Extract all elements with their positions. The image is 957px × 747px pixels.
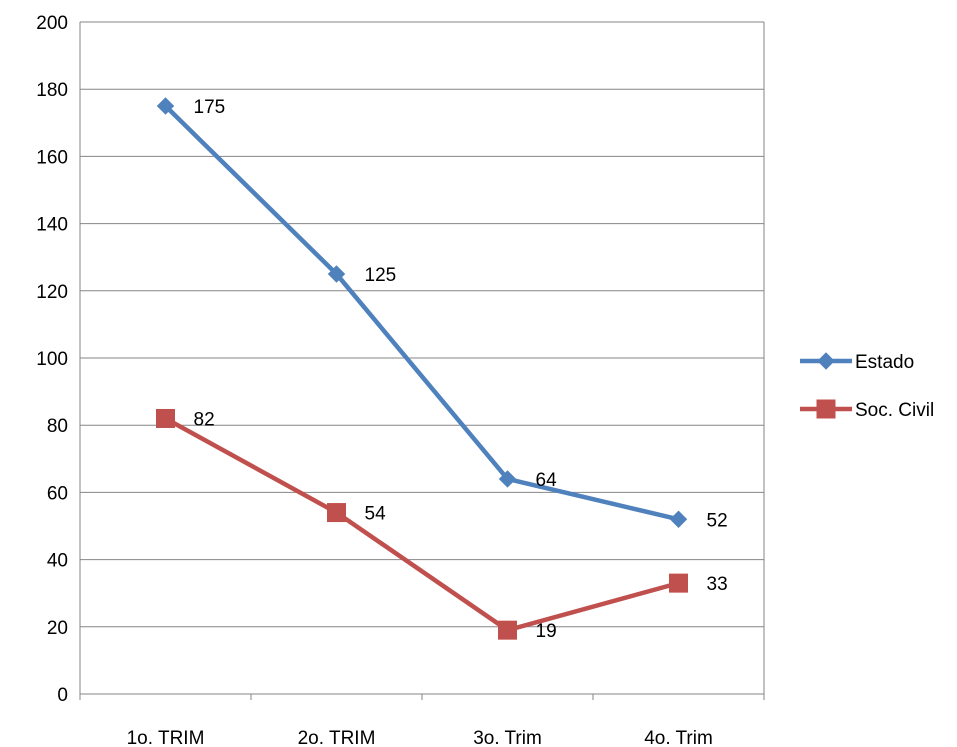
legend-marker-soc-civil — [816, 399, 836, 419]
data-label-estado: 64 — [536, 470, 558, 491]
y-tick-label: 60 — [47, 483, 68, 504]
data-label-soc-civil: 33 — [707, 574, 728, 595]
y-axis-tick-labels: 0 20 40 60 80 100 120 140 160 180 200 — [36, 13, 68, 706]
data-point-estado — [498, 470, 517, 488]
data-label-soc-civil: 82 — [194, 409, 215, 430]
series-layer — [156, 97, 688, 640]
y-tick-label: 180 — [36, 80, 68, 101]
data-point-estado — [669, 510, 688, 528]
data-label-soc-civil: 19 — [536, 621, 557, 642]
x-tick-label: 1o. TRIM — [127, 728, 205, 747]
gridlines — [79, 21, 765, 700]
legend-label-soc-civil: Soc. Civil — [855, 400, 934, 421]
plot-area: 0 20 40 60 80 100 120 140 160 180 200 1o. TRIM 2o. … — [36, 13, 765, 747]
y-tick-label: 200 — [36, 13, 68, 34]
y-tick-label: 20 — [47, 618, 68, 639]
data-point-soc-civil — [327, 503, 346, 523]
x-axis-tick-labels: 1o. TRIM 2o. TRIM 3o. Trim 4o. Trim — [127, 728, 713, 747]
data-point-soc-civil — [498, 620, 517, 640]
data-label-estado: 52 — [707, 510, 728, 531]
x-tick-label: 2o. TRIM — [298, 728, 376, 747]
data-point-estado — [156, 97, 175, 115]
y-tick-label: 140 — [36, 215, 68, 236]
data-label-estado: 175 — [194, 97, 226, 118]
y-tick-label: 80 — [47, 416, 68, 437]
y-tick-label: 120 — [36, 282, 68, 303]
data-point-soc-civil — [669, 573, 688, 593]
data-point-estado — [327, 265, 346, 283]
data-label-estado: 125 — [365, 265, 397, 286]
x-tick-label: 4o. Trim — [644, 728, 713, 747]
data-labels: 175 125 64 52 82 54 19 33 — [194, 97, 728, 642]
y-tick-label: 40 — [47, 551, 68, 572]
y-tick-label: 0 — [57, 685, 68, 706]
y-tick-label: 160 — [36, 147, 68, 168]
data-label-soc-civil: 54 — [365, 504, 387, 525]
y-tick-label: 100 — [36, 349, 68, 370]
data-point-soc-civil — [156, 408, 175, 428]
legend-label-estado: Estado — [855, 352, 914, 373]
series-line-estado — [163, 104, 680, 522]
legend-marker-estado — [817, 352, 835, 370]
legend: Estado Soc. Civil — [800, 352, 934, 421]
series-line-soc-civil — [164, 416, 680, 633]
x-tick-label: 3o. Trim — [473, 728, 542, 747]
